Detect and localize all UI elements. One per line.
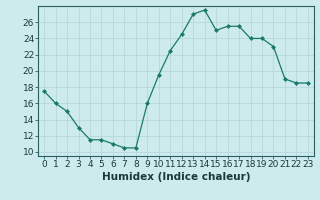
X-axis label: Humidex (Indice chaleur): Humidex (Indice chaleur)	[102, 172, 250, 182]
